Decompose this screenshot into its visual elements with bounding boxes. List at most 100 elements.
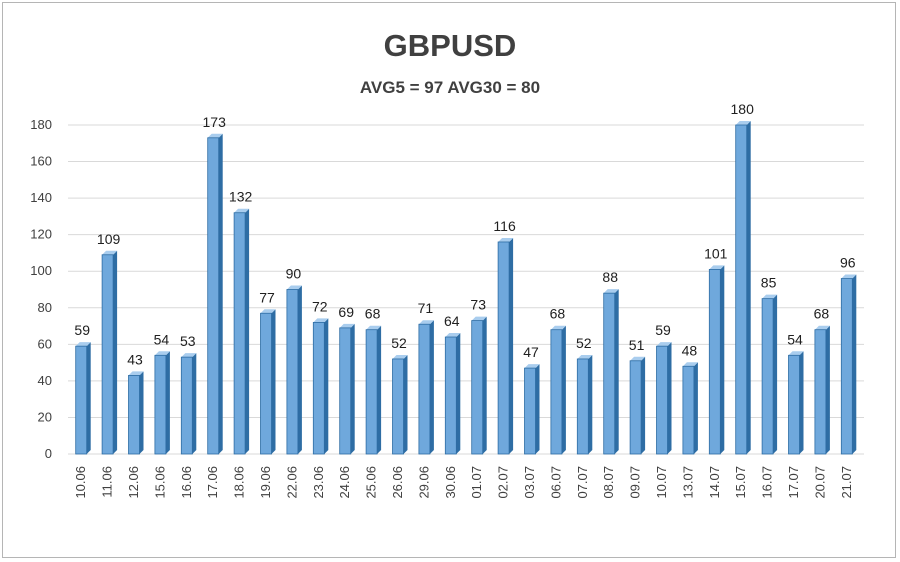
x-tick-label: 02.07 — [496, 466, 511, 499]
bar-23.06 — [312, 318, 329, 455]
bar-front — [471, 320, 484, 455]
y-tick-label: 0 — [45, 446, 52, 461]
bar-side — [746, 121, 751, 454]
data-label: 96 — [840, 255, 856, 271]
bar-side — [535, 364, 540, 454]
data-labels: 59 109 43 54 53 173 132 77 90 72 69 68 52 71 64 73 116 47… — [74, 101, 855, 367]
bar-side — [641, 356, 646, 454]
bar-12.06 — [128, 371, 144, 455]
bar-front — [603, 292, 616, 455]
x-tick-label: 23.06 — [311, 466, 326, 499]
bar-top — [630, 356, 646, 361]
bar-30.06 — [444, 333, 461, 455]
bar-side — [403, 354, 408, 454]
data-label: 73 — [470, 297, 486, 313]
data-label: 85 — [761, 275, 777, 291]
data-label: 180 — [731, 101, 755, 117]
bar-side — [245, 208, 250, 454]
bar-22.06 — [286, 285, 302, 455]
x-tick-label: 30.06 — [443, 466, 458, 499]
data-label: 43 — [127, 351, 143, 367]
grid-lines — [68, 124, 864, 455]
x-tick-label: 12.06 — [126, 466, 141, 499]
bar-top — [181, 353, 197, 358]
x-tick-label: 24.06 — [337, 466, 352, 499]
bar-side — [86, 342, 91, 454]
data-label: 54 — [154, 331, 170, 347]
data-label: 54 — [787, 331, 803, 347]
data-label: 69 — [338, 304, 354, 320]
bar-side — [192, 353, 197, 454]
x-tick-label: 15.07 — [733, 466, 748, 499]
data-label: 52 — [576, 335, 592, 351]
bar-side — [218, 133, 223, 455]
data-label: 68 — [365, 306, 381, 322]
x-tick-label: 19.06 — [258, 466, 273, 499]
x-tick-label: 11.06 — [100, 466, 115, 498]
x-tick-label: 08.07 — [601, 466, 616, 499]
y-tick-label: 100 — [30, 263, 52, 278]
bar-side — [139, 371, 144, 454]
chart-title: GBPUSD — [383, 28, 517, 63]
bar-side — [720, 265, 725, 454]
x-tick-label: 21.07 — [839, 466, 854, 499]
data-label: 173 — [203, 114, 227, 130]
bar-front — [75, 345, 88, 455]
bar-front — [814, 329, 827, 455]
bar-top — [207, 133, 223, 138]
data-label: 52 — [391, 335, 407, 351]
y-tick-label: 160 — [30, 154, 52, 169]
bar-side — [456, 333, 461, 454]
bar-15.07 — [735, 121, 751, 455]
bar-side — [561, 325, 566, 454]
data-label: 53 — [180, 333, 196, 349]
bar-front — [365, 329, 378, 455]
x-tick-label: 26.06 — [390, 466, 405, 499]
bar-front — [286, 289, 299, 455]
bar-front — [101, 254, 114, 455]
data-label: 101 — [704, 245, 728, 261]
bar-side — [852, 274, 857, 454]
bar-11.06 — [101, 250, 118, 455]
bar-top — [814, 325, 830, 330]
bar-side — [667, 342, 672, 454]
bar-side — [482, 316, 487, 454]
x-tick-label: 14.07 — [707, 466, 722, 499]
x-tick-label: 07.07 — [575, 466, 590, 499]
bar-side — [324, 318, 329, 454]
bar-top — [392, 354, 408, 359]
x-tick-label: 10.07 — [654, 466, 669, 499]
bar-03.07 — [524, 364, 540, 455]
bar-front — [735, 124, 748, 455]
bar-top — [524, 364, 540, 369]
bar-side — [429, 320, 434, 454]
bar-24.06 — [339, 323, 355, 455]
bar-side — [799, 351, 804, 454]
bar-front — [708, 268, 721, 455]
bar-front — [444, 336, 457, 455]
bar-top — [154, 351, 170, 356]
x-tick-label: 09.07 — [628, 466, 643, 499]
bar-top — [656, 342, 672, 347]
bar-top — [762, 294, 778, 299]
bar-front — [656, 345, 668, 455]
bar-top — [841, 274, 857, 279]
bar-02.07 — [497, 237, 514, 455]
data-label: 72 — [312, 298, 328, 314]
bar-29.06 — [418, 320, 434, 455]
bar-side — [165, 351, 170, 454]
bar-front — [629, 360, 642, 455]
x-tick-label: 01.07 — [469, 466, 484, 499]
bar-front — [682, 365, 695, 455]
data-label: 71 — [418, 300, 434, 316]
bar-front — [128, 375, 140, 455]
bar-16.06 — [180, 353, 197, 455]
x-tick-label: 25.06 — [364, 466, 379, 499]
bar-top — [445, 333, 461, 338]
bar-top — [498, 237, 514, 242]
chart-subtitle: AVG5 = 97 AVG30 = 80 — [359, 78, 541, 97]
bar-top — [339, 323, 355, 328]
bar-side — [509, 237, 514, 454]
bar-side — [773, 294, 778, 454]
